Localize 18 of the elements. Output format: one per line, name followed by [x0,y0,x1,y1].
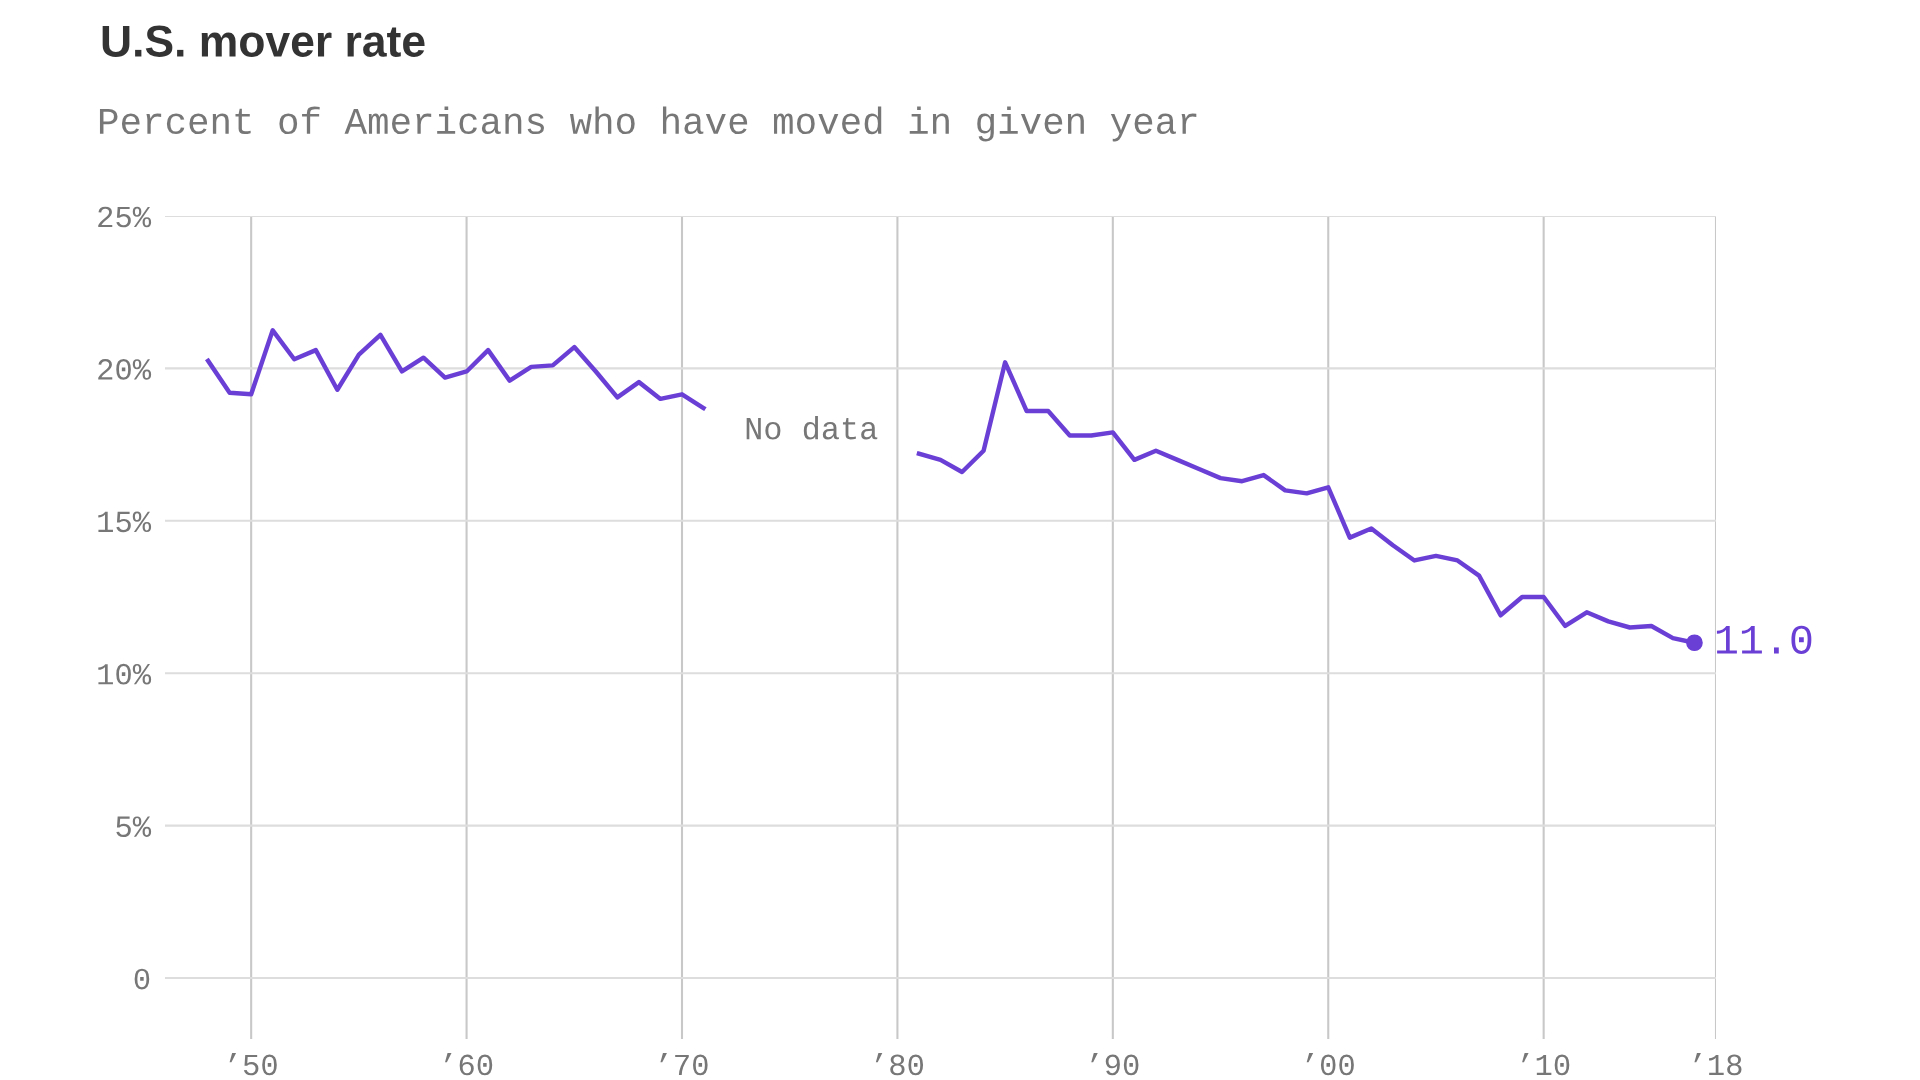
x-tick-label: ’10 [1522,1052,1570,1076]
x-tick-label: ’18 [1694,1052,1742,1076]
y-tick-label: 5% [116,816,152,837]
annotation: No data [746,416,878,440]
x-tick-label: ’60 [445,1052,493,1076]
x-tick-label: ’90 [1091,1052,1139,1076]
y-tick-label: 20% [98,359,152,380]
y-tick-label: 0 [134,968,150,990]
annotation: 11.0 [1716,625,1812,654]
chart-subtitle: Percent of Americans who have moved in given year [99,106,1197,142]
x-tick-label: ’50 [229,1052,277,1076]
y-tick-label: 15% [98,511,152,533]
x-tick-label: ’00 [1306,1052,1354,1076]
y-tick-label: 25% [98,206,152,228]
x-tick-label: ’80 [875,1052,924,1076]
chart-title: U.S. mover rate [102,25,425,57]
x-tick-label: ’70 [660,1052,708,1076]
y-tick-label: 10% [98,663,152,685]
